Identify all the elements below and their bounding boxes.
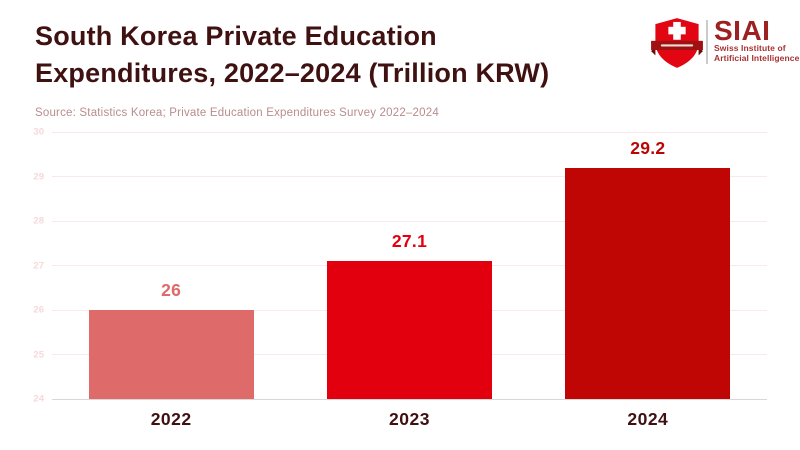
logo-subtitle-line1: Swiss Institute of [714, 43, 786, 53]
y-tick-label: 28 [33, 215, 44, 227]
title-line-1: South Korea Private Education [35, 21, 437, 51]
bar-2024 [565, 167, 731, 399]
y-tick-label: 29 [33, 171, 44, 182]
y-tick-label: 27 [33, 260, 44, 271]
siai-logo: SIAI Swiss Institute of Artificial Intel… [650, 17, 799, 69]
x-tick-label-2024: 2024 [627, 409, 669, 429]
x-axis-line [52, 398, 767, 400]
y-tick-label: 25 [33, 349, 44, 360]
logo-subtitle-line2: Artificial Intelligence [714, 52, 800, 63]
logo-acronym: SIAI [714, 15, 771, 46]
x-tick-label-2023: 2023 [389, 409, 430, 429]
page-title: South Korea Private Education Expenditur… [35, 18, 655, 92]
source-note: Source: Statistics Korea; Private Educat… [35, 107, 439, 119]
y-tick-label: 30 [33, 126, 44, 138]
logo-divider [706, 20, 708, 64]
gridline [52, 220, 767, 222]
plot-area: 24 25 26 27 28 29 30 26 27.1 29.2 [0, 127, 800, 405]
x-tick-label-2022: 2022 [150, 409, 192, 429]
value-label-2024: 29.2 [630, 137, 666, 158]
siai-shield-icon [651, 18, 703, 68]
logo-text: SIAI Swiss Institute of Artificial Intel… [714, 17, 799, 63]
bar-2023 [327, 261, 492, 399]
bar-2022 [88, 310, 254, 399]
value-label-2023: 27.1 [391, 231, 428, 252]
title-line-2: Expenditures, 2022–2024 (Trillion KRW) [35, 58, 550, 88]
y-tick-label: 24 [33, 393, 44, 405]
gridline [52, 131, 767, 133]
gridline [52, 176, 767, 177]
y-tick-label: 26 [33, 304, 44, 316]
value-label-2022: 26 [161, 280, 182, 300]
